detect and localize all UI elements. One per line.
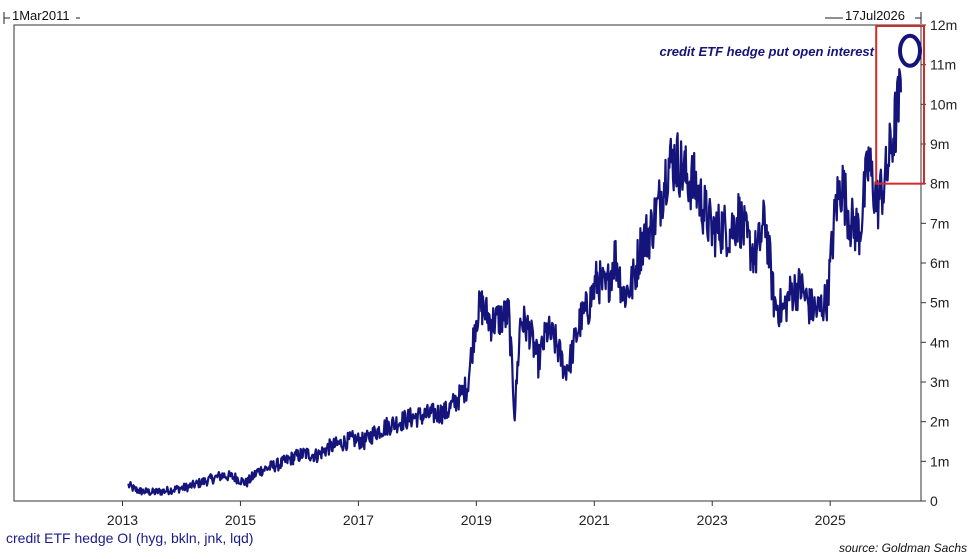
y-tick-label: 9m	[930, 136, 949, 152]
y-tick-label: 11m	[930, 57, 956, 73]
series-layer	[127, 68, 902, 496]
y-tick-label: 7m	[930, 215, 949, 231]
x-tick-label: 2023	[697, 512, 728, 528]
range-start-label: 1Mar2011	[12, 8, 70, 23]
x-tick-label: 2021	[579, 512, 610, 528]
x-axis: 2013 2015 2017 2019 2021 2023 2025	[107, 501, 846, 528]
range-end-label: 17Jul2026	[845, 8, 905, 23]
y-tick-label: 2m	[930, 414, 949, 430]
x-tick-label: 2017	[343, 512, 374, 528]
y-tick-label: 1m	[930, 453, 949, 469]
y-tick-label: 12m	[930, 17, 957, 33]
y-tick-label: 5m	[930, 295, 949, 311]
legend-series-label: credit ETF hedge OI (hyg, bkln, jnk, lqd…	[6, 530, 253, 546]
y-tick-label: 6m	[930, 255, 949, 271]
y-tick-label: 3m	[930, 374, 949, 390]
y-tick-label: 10m	[930, 96, 957, 112]
plot-frame	[13, 24, 922, 502]
series-line	[127, 68, 902, 496]
highlight-ellipse	[898, 33, 923, 68]
y-tick-label: 8m	[930, 176, 949, 192]
source-label: source: Goldman Sachs	[839, 541, 967, 555]
range-start-marker: 1Mar2011	[3, 8, 80, 24]
x-tick-label: 2019	[461, 512, 492, 528]
highlight-box	[875, 25, 926, 185]
y-tick-label: 0	[930, 493, 938, 509]
x-tick-label: 2015	[225, 512, 256, 528]
y-axis: 0 1m 2m 3m 4m 5m 6m 7m 8m 9m 10m 11m 12m	[921, 17, 957, 509]
y-tick-label: 4m	[930, 334, 949, 350]
x-tick-label: 2025	[815, 512, 846, 528]
x-tick-label: 2013	[107, 512, 138, 528]
annotation-label: credit ETF hedge put open interest	[659, 44, 874, 59]
range-end-marker: 17Jul2026	[825, 8, 922, 24]
